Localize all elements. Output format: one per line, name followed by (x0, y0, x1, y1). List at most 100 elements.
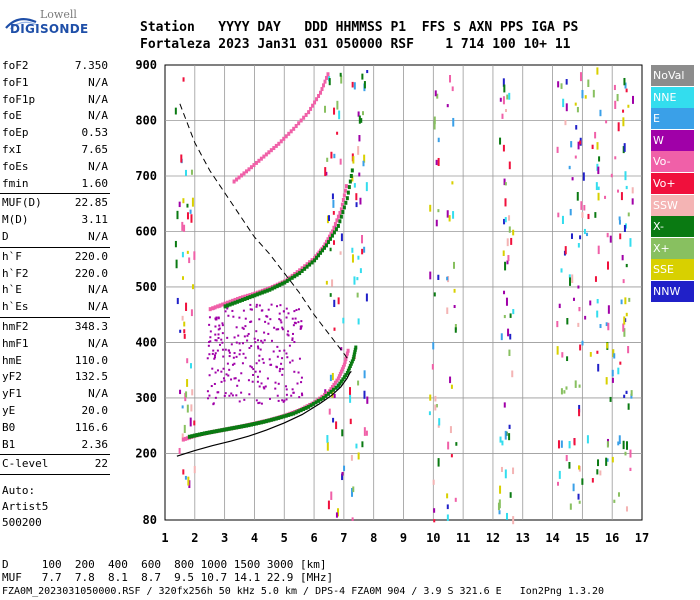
noise-point (611, 369, 614, 377)
noise-point (446, 514, 449, 521)
spread-f-point (230, 392, 233, 395)
noise-point (188, 257, 191, 264)
x-tick-label: 10 (426, 531, 440, 545)
param-name: h`E (2, 283, 22, 297)
noise-point (358, 135, 361, 142)
trace-point (228, 299, 232, 304)
noise-point (609, 235, 612, 243)
spread-f-point (252, 373, 255, 376)
param-row: B1 2.36 (0, 437, 110, 454)
noise-point (500, 333, 503, 341)
noise-point (625, 185, 628, 190)
noise-point (512, 309, 515, 315)
trace-point (240, 424, 244, 429)
spread-f-point (226, 362, 229, 365)
spread-f-point (206, 390, 209, 393)
trace-point (345, 354, 349, 359)
noise-point (325, 280, 328, 285)
noise-point (595, 182, 598, 191)
noise-point (624, 82, 627, 89)
spread-f-point (285, 352, 288, 355)
noise-point (596, 142, 599, 150)
noise-point (569, 208, 572, 216)
param-row: yF1 N/A (0, 386, 110, 403)
noise-point (627, 403, 630, 410)
noise-point (437, 137, 440, 143)
spread-f-point (293, 370, 296, 373)
spread-f-point (255, 303, 258, 306)
noise-point (577, 322, 580, 327)
trace-point (268, 287, 272, 292)
noise-point (583, 205, 586, 211)
trace-point (244, 423, 248, 428)
spread-f-point (214, 339, 217, 342)
noise-point (179, 389, 182, 395)
spread-f-point (244, 356, 247, 359)
noise-point (630, 393, 633, 399)
spread-f-point (206, 357, 209, 360)
noise-point (578, 409, 581, 417)
noise-point (624, 171, 627, 181)
trace-point (280, 281, 284, 286)
trace-point (284, 134, 288, 139)
trace-point (283, 280, 287, 285)
spread-f-point (258, 304, 261, 307)
spread-f-point (249, 308, 252, 311)
param-value: N/A (88, 336, 108, 350)
noise-point (556, 321, 559, 328)
noise-point (561, 352, 564, 358)
trace-point (308, 262, 312, 267)
noise-point (455, 442, 458, 446)
trace-point (307, 110, 311, 115)
noise-point (174, 107, 177, 115)
noise-point (355, 202, 358, 208)
noise-point (330, 151, 333, 159)
file-info-line: FZA0M_2023031050000.RSF / 320fx256h 50 k… (2, 586, 605, 597)
param-name: foEp (2, 126, 29, 140)
noise-point (349, 387, 352, 396)
trace-point (292, 411, 296, 416)
noise-point (620, 299, 623, 305)
spread-f-point (244, 317, 247, 320)
spread-f-point (256, 380, 259, 383)
noise-point (503, 402, 506, 408)
spread-f-point (215, 339, 218, 342)
noise-point (564, 246, 567, 255)
trace-point (304, 405, 308, 410)
noise-point (181, 276, 184, 280)
y-tick-label: 500 (135, 280, 157, 294)
trace-point (354, 345, 358, 350)
trace-point (344, 373, 348, 378)
noise-point (351, 487, 354, 497)
noise-point (576, 191, 579, 201)
noise-point (630, 390, 633, 396)
noise-point (623, 77, 626, 86)
spread-f-point (230, 378, 233, 381)
noise-point (326, 435, 329, 443)
spread-f-point (243, 335, 246, 338)
trace-point (315, 255, 319, 260)
distance-row: D 100 200 400 600 800 1000 1500 3000 [km… (2, 558, 327, 571)
noise-point (330, 491, 333, 500)
noise-point (557, 212, 560, 218)
spread-f-point (250, 345, 253, 348)
trace-point (237, 424, 241, 429)
x-tick-label: 3 (221, 531, 228, 545)
noise-point (362, 160, 365, 167)
param-name: hmF2 (2, 319, 29, 333)
noise-point (609, 396, 612, 402)
spread-f-point (249, 365, 252, 368)
noise-point (428, 411, 431, 416)
logo-line2: DIGISONDE (10, 22, 89, 36)
noise-point (596, 350, 599, 354)
param-name: foEs (2, 159, 29, 173)
spread-f-point (280, 362, 283, 365)
noise-point (433, 121, 436, 130)
noise-point (181, 251, 184, 258)
param-name: foF1p (2, 92, 36, 106)
spread-f-point (217, 317, 220, 320)
noise-point (357, 452, 360, 460)
trace-point (242, 424, 246, 429)
noise-point (453, 305, 456, 309)
noise-point (351, 247, 354, 253)
